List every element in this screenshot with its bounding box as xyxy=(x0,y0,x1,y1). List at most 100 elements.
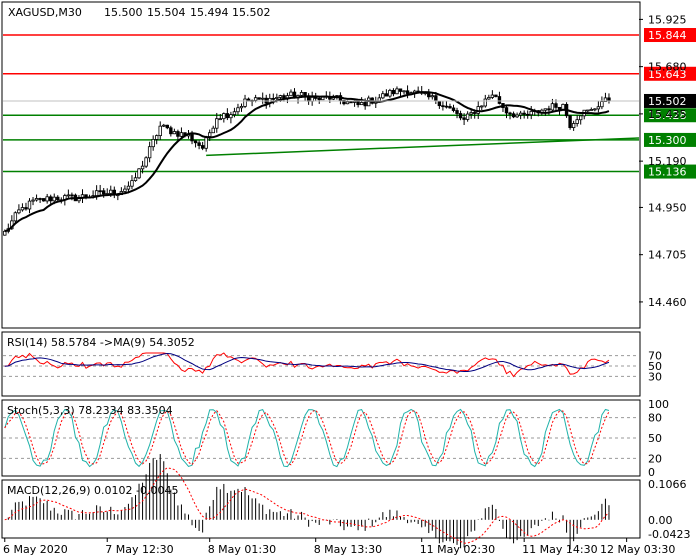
candle-body xyxy=(140,165,145,170)
candle-body xyxy=(568,115,572,129)
candle-body xyxy=(522,112,526,115)
stoch-main-line xyxy=(4,408,610,468)
candle-body xyxy=(455,110,459,114)
level-tag-15.643 xyxy=(644,66,696,81)
ohlc-low: 15.494 xyxy=(190,6,229,19)
stoch-tick-label: 100 xyxy=(648,398,669,411)
rsi-tick-label: 50 xyxy=(648,360,662,373)
level-label: 15.300 xyxy=(648,134,687,147)
x-tick-label: 11 May 14:30 xyxy=(522,543,597,556)
candle-body xyxy=(391,89,396,95)
candle-body xyxy=(437,100,442,107)
candle-body xyxy=(441,105,445,108)
trend-line xyxy=(206,137,640,157)
candle-body xyxy=(197,142,201,146)
candle-body xyxy=(345,101,350,105)
candle-body xyxy=(13,212,18,222)
candle-body xyxy=(589,109,593,111)
candle-body xyxy=(381,93,385,99)
macd-tick-label: 0.00 xyxy=(648,514,673,527)
candle-body xyxy=(98,190,102,193)
ohlc-high: 15.504 xyxy=(147,6,186,19)
candle-body xyxy=(571,123,576,129)
stoch-tick-label: 20 xyxy=(648,452,662,465)
candle-body xyxy=(151,138,155,148)
candle-body xyxy=(172,131,177,135)
candle-body xyxy=(557,106,562,110)
candle-body xyxy=(299,92,304,96)
candle-body xyxy=(253,97,258,101)
candle-body xyxy=(515,114,519,118)
candle-body xyxy=(543,108,548,111)
macd-tick-label: 0.1066 xyxy=(648,478,687,491)
rsi-line xyxy=(4,352,610,378)
candle-body xyxy=(275,97,279,99)
candle-body xyxy=(133,177,138,182)
candle-body xyxy=(363,102,367,107)
candle-body xyxy=(395,88,399,95)
candle-body xyxy=(356,101,360,106)
candle-body xyxy=(52,196,56,202)
level-label: 15.136 xyxy=(648,166,687,179)
candle-body xyxy=(193,140,198,144)
rsi-tick-label: 30 xyxy=(648,370,662,383)
candle-body xyxy=(497,96,502,104)
candle-body xyxy=(352,101,357,103)
candle-body xyxy=(56,196,60,201)
candle-body xyxy=(398,88,403,92)
candle-body xyxy=(490,94,495,98)
candle-body xyxy=(377,97,381,102)
x-tick-label: 12 May 03:30 xyxy=(600,543,675,556)
candle-body xyxy=(190,134,194,142)
y-tick-label: 15.925 xyxy=(648,13,687,26)
candle-body xyxy=(239,106,244,109)
level-tag-15.844 xyxy=(644,28,696,43)
candle-body xyxy=(41,198,46,202)
candle-body xyxy=(444,105,449,108)
candle-body xyxy=(561,103,565,110)
macd-label: MACD(12,26,9) 0.0102 -0.0045 xyxy=(7,484,178,497)
candle-body xyxy=(260,97,265,100)
candle-body xyxy=(547,108,551,111)
candle-body xyxy=(176,131,180,137)
candle-body xyxy=(434,95,438,102)
candle-body xyxy=(179,132,184,137)
candle-body xyxy=(102,190,106,195)
candle-body xyxy=(554,103,558,108)
candle-body xyxy=(586,109,590,112)
candle-body xyxy=(109,189,113,194)
candle-body xyxy=(49,196,53,202)
candle-body xyxy=(126,185,131,190)
stoch-label: Stoch(5,3,3) 78.2334 83.3504 xyxy=(7,404,173,417)
candle-body xyxy=(271,97,275,100)
rsi-pane-frame xyxy=(1,331,641,397)
x-tick-label: 8 May 13:30 xyxy=(314,543,382,556)
stoch-tick-label: 50 xyxy=(648,432,662,445)
candle-body xyxy=(289,91,293,97)
rsi-tick-label: 70 xyxy=(648,350,662,363)
level-tag-15.428 xyxy=(644,108,696,123)
candle-body xyxy=(483,98,487,107)
candle-body xyxy=(144,157,148,167)
stoch-tick-label: 0 xyxy=(648,466,655,479)
candle-body xyxy=(257,97,261,100)
candle-body xyxy=(388,89,392,97)
candle-body xyxy=(147,146,152,159)
candle-body xyxy=(451,107,456,111)
macd-tick-label: -0.0423 xyxy=(648,528,690,541)
y-tick-label: 14.705 xyxy=(648,249,687,262)
current-price-label: 15.502 xyxy=(648,95,687,108)
candle-body xyxy=(600,101,604,108)
candle-body xyxy=(162,124,166,127)
candle-body xyxy=(518,112,523,116)
candle-body xyxy=(465,113,470,120)
candle-body xyxy=(236,107,240,113)
candle-body xyxy=(579,115,583,121)
stoch-tick-label: 80 xyxy=(648,412,662,425)
candle-body xyxy=(169,127,173,135)
candle-body xyxy=(243,98,247,107)
candle-body xyxy=(70,194,74,197)
main-pane-frame xyxy=(1,1,641,329)
ohlc-close: 15.502 xyxy=(232,6,271,19)
